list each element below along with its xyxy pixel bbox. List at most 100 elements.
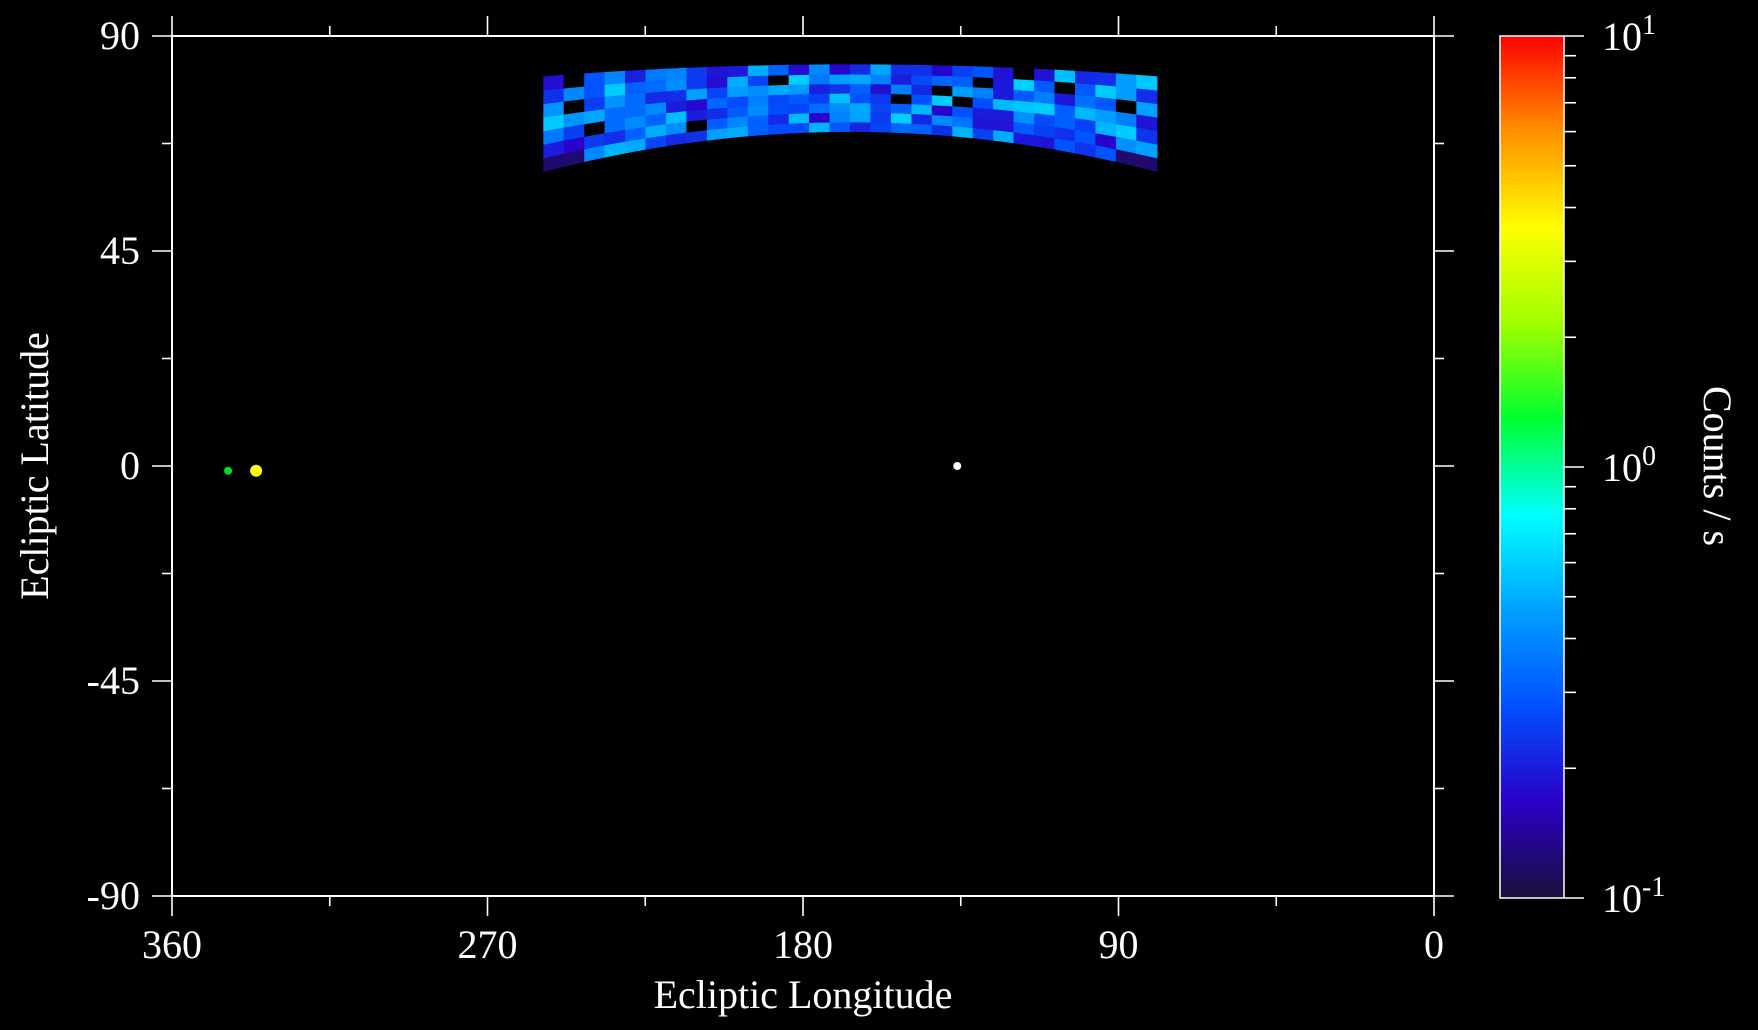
map-pixel xyxy=(645,79,667,94)
map-pixel xyxy=(911,64,933,76)
map-pixel xyxy=(829,121,851,133)
map-pixel xyxy=(890,112,913,124)
map-pixel xyxy=(747,84,769,97)
map-pixel xyxy=(809,102,831,114)
map-pixel xyxy=(584,96,606,112)
map-pixel xyxy=(993,77,1015,90)
x-tick-label: 0 xyxy=(1424,922,1444,967)
map-pixel xyxy=(829,83,851,94)
map-pixel xyxy=(747,94,769,107)
map-pixel xyxy=(1095,84,1117,100)
map-pixel xyxy=(972,66,994,79)
map-pixel xyxy=(788,93,810,105)
map-pixel xyxy=(890,64,913,76)
map-pixel xyxy=(829,102,851,113)
map-pixel xyxy=(788,103,810,115)
map-pixel xyxy=(1075,82,1096,97)
map-pixel xyxy=(665,67,688,81)
map-pixel xyxy=(768,93,790,106)
map-pixel xyxy=(952,95,974,108)
map-pixel xyxy=(543,87,565,105)
point-source xyxy=(224,466,233,475)
map-pixel xyxy=(993,98,1015,112)
map-pixel xyxy=(829,64,851,75)
colorbar xyxy=(1500,36,1564,898)
map-pixel xyxy=(1115,73,1137,89)
map-pixel xyxy=(911,123,933,135)
map-pixel xyxy=(849,102,872,113)
colorbar-tick-label: 101 xyxy=(1602,10,1656,59)
map-pixel xyxy=(1095,71,1117,87)
map-pixel xyxy=(686,87,708,101)
map-pixel xyxy=(747,114,769,127)
map-pixel xyxy=(870,121,892,133)
map-pixel xyxy=(768,74,790,86)
map-pixel xyxy=(911,74,933,86)
y-tick-label: -45 xyxy=(87,658,140,703)
map-pixel xyxy=(890,122,913,134)
map-pixel xyxy=(931,84,953,97)
map-pixel xyxy=(952,75,974,88)
map-pixel xyxy=(931,65,953,77)
axis-ticks xyxy=(152,16,1454,916)
map-pixel xyxy=(665,99,688,114)
map-pixel xyxy=(727,105,749,118)
map-pixel xyxy=(849,92,872,104)
map-pixel xyxy=(809,83,831,95)
x-tick-label: 180 xyxy=(773,922,833,967)
map-pixel xyxy=(604,82,626,97)
map-pixel xyxy=(584,84,606,100)
map-pixel xyxy=(788,112,810,124)
map-pixel xyxy=(788,122,810,134)
map-pixel xyxy=(727,95,749,108)
colorbar-tick-labels: 10-1 100 101 xyxy=(1602,10,1665,921)
map-pixel xyxy=(931,75,953,87)
map-pixel xyxy=(625,80,647,95)
count-rate-map xyxy=(543,64,1158,172)
map-pixel xyxy=(849,121,872,133)
y-tick-label: 90 xyxy=(100,13,140,58)
map-pixel xyxy=(665,89,688,103)
map-pixel xyxy=(849,83,872,94)
map-pixel xyxy=(706,96,728,110)
x-tick-label: 360 xyxy=(142,922,202,967)
map-pixel xyxy=(809,121,831,133)
map-pixel xyxy=(809,73,831,85)
map-pixel xyxy=(768,64,790,76)
point-sources xyxy=(224,462,962,477)
map-pixel xyxy=(972,76,994,89)
map-pixel xyxy=(747,75,769,87)
map-pixel xyxy=(768,84,790,96)
map-pixel xyxy=(788,64,810,76)
colorbar-tick-label: 100 xyxy=(1602,441,1656,490)
map-pixel xyxy=(625,92,647,107)
map-pixel xyxy=(1034,68,1056,82)
map-pixel xyxy=(849,73,872,85)
y-tick-label: 0 xyxy=(120,443,140,488)
map-pixel xyxy=(1075,70,1096,85)
colorbar-ticks xyxy=(1564,35,1584,899)
map-pixel xyxy=(870,112,892,123)
map-pixel xyxy=(706,76,728,89)
map-pixel xyxy=(686,77,708,90)
map-pixel xyxy=(890,74,913,85)
map-pixel xyxy=(747,124,769,137)
map-pixel xyxy=(931,104,953,117)
map-pixel xyxy=(931,124,953,137)
map-pixel xyxy=(727,85,749,98)
map-pixel xyxy=(952,105,974,118)
map-pixel xyxy=(1013,78,1035,92)
map-pixel xyxy=(645,68,667,82)
map-pixel xyxy=(706,86,728,99)
x-tick-label: 270 xyxy=(458,922,518,967)
map-pixel xyxy=(890,103,913,115)
map-pixel xyxy=(1136,87,1158,105)
map-pixel xyxy=(911,93,933,106)
map-pixel xyxy=(1136,74,1158,91)
map-pixel xyxy=(706,66,728,79)
map-pixel xyxy=(870,93,892,104)
map-pixel xyxy=(768,123,790,135)
map-pixel xyxy=(686,98,708,112)
map-pixel xyxy=(625,69,647,84)
